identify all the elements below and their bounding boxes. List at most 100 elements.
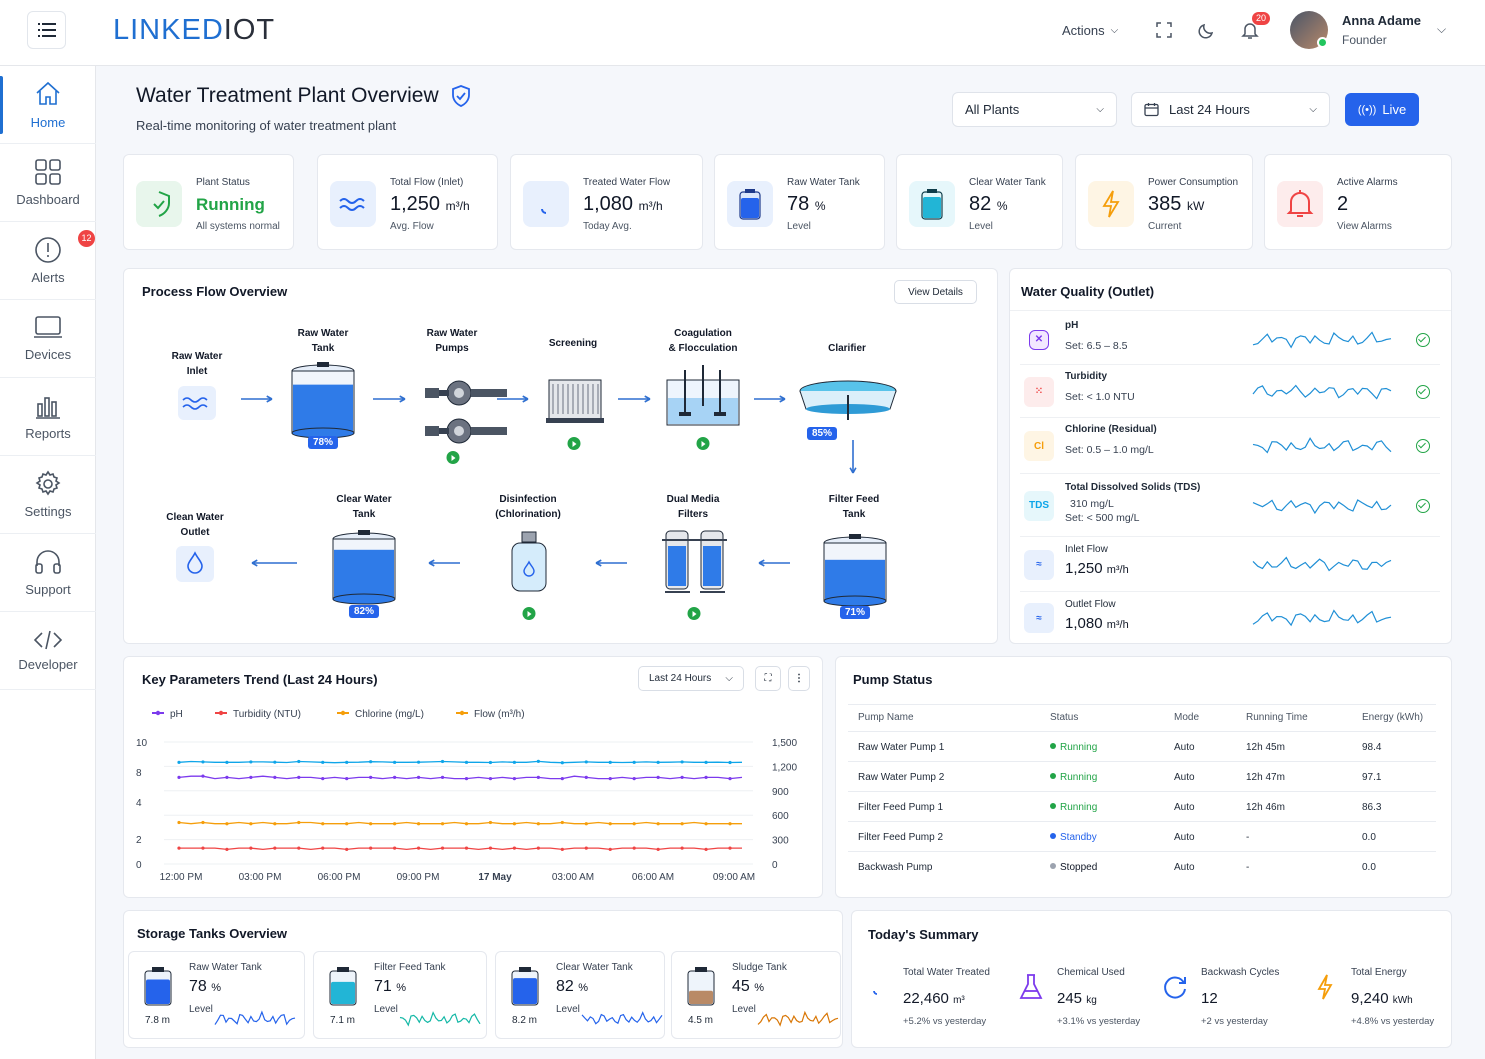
data-point [560, 820, 564, 825]
kpi-card-power-consumption[interactable]: Power Consumption 385 kW Current [1075, 154, 1253, 250]
actions-menu[interactable]: Actions ⌵ [1062, 23, 1118, 38]
kpi-card-active-alarms[interactable]: Active Alarms 2 View Alarms [1264, 154, 1452, 250]
data-point [369, 760, 373, 764]
column-header: Status [1050, 712, 1079, 723]
storage-tank-card[interactable]: 8.2 m Clear Water Tank 82 % Level [495, 951, 665, 1039]
kpi-card-clear-water-tank[interactable]: Clear Water Tank 82 % Level [896, 154, 1063, 250]
sparkline [399, 1011, 481, 1027]
view-details-button[interactable]: View Details [894, 280, 977, 304]
sidebar-item-dashboard[interactable]: Dashboard [0, 144, 96, 222]
water-quality-row[interactable]: ≈ Outlet Flow 1,080 m³/h [1020, 592, 1440, 644]
series-turbidity-ntu [177, 846, 742, 851]
check-circle-icon [1416, 332, 1430, 347]
data-point [728, 822, 732, 826]
data-point [369, 775, 373, 779]
pump-status-card [835, 656, 1452, 898]
data-point [345, 822, 349, 826]
clarifier-unit[interactable] [799, 380, 897, 420]
flow-arrow [428, 559, 460, 567]
storage-tank-card[interactable]: 7.1 m Filter Feed Tank 71 % Level [313, 951, 487, 1039]
data-point [728, 760, 732, 765]
screening-unit[interactable] [546, 379, 604, 423]
data-point [225, 760, 229, 764]
fullscreen-icon[interactable] [1153, 19, 1175, 41]
filter-feed-tank-label: Filter Feed Tank [828, 494, 880, 520]
legend-item[interactable]: pH [152, 709, 183, 720]
kpi-card-plant-status[interactable]: Plant Status Running All systems normal [123, 154, 294, 250]
grid-icon [34, 158, 62, 186]
clear-water-tank[interactable] [332, 530, 396, 605]
table-row[interactable]: Raw Water Pump 1 Running Auto 12h 45m 98.4 [848, 731, 1436, 761]
storage-tank-card[interactable]: 7.8 m Raw Water Tank 78 % Level [128, 951, 305, 1039]
app-logo[interactable]: LINKEDIOT [113, 14, 276, 46]
legend-label: Turbidity (NTU) [233, 709, 301, 720]
sidebar-item-label: Settings [24, 504, 72, 519]
sidebar-item-home[interactable]: Home [0, 66, 96, 144]
water-quality-row[interactable]: ✕ pH Set: 6.5 – 8.5 [1020, 314, 1440, 365]
sidebar-item-support[interactable]: Support [0, 534, 96, 612]
table-row[interactable]: Filter Feed Pump 2 Standby Auto - 0.0 [848, 821, 1436, 851]
actions-label: Actions [1062, 23, 1105, 38]
data-point [656, 760, 660, 764]
sidebar-item-alerts[interactable]: Alerts 12 [0, 222, 96, 300]
flow-arrow [241, 395, 273, 403]
legend-item[interactable]: Turbidity (NTU) [215, 709, 301, 720]
coagulation-tank[interactable] [666, 365, 740, 426]
tank-icon [687, 967, 715, 1006]
kpi-card-raw-water-tank[interactable]: Raw Water Tank 78 % Level [714, 154, 885, 250]
ph-icon: ✕ [1029, 329, 1049, 350]
user-name[interactable]: Anna Adame [1342, 13, 1421, 28]
table-row[interactable]: Backwash Pump Stopped Auto - 0.0 [848, 851, 1436, 881]
running-indicator-icon [687, 607, 701, 620]
time-range-select[interactable]: Last 24 Hours ⌵ [1131, 92, 1330, 127]
x-tick: 06:00 PM [318, 872, 361, 883]
alerts-count-badge: 12 [78, 230, 95, 247]
more-options-button[interactable]: ⋮ [788, 666, 810, 691]
turbidity-icon: ⁙ [1024, 376, 1054, 407]
column-header: Mode [1174, 712, 1200, 723]
data-point [177, 760, 181, 764]
trend-range-select[interactable]: Last 24 Hours ⌵ [638, 666, 744, 691]
water-quality-row[interactable]: Cl Chlorine (Residual) Set: 0.5 – 1.0 mg/L [1020, 418, 1440, 474]
trend-title: Key Parameters Trend (Last 24 Hours) [142, 672, 378, 687]
kpi-card-treated-water-flow[interactable]: Treated Water Flow 1,080 m³/h Today Avg. [510, 154, 703, 250]
disinfection-unit[interactable] [511, 531, 547, 592]
expand-chart-button[interactable]: ⛶ [755, 666, 781, 691]
plant-select[interactable]: All Plants ⌵ [952, 92, 1117, 127]
sidebar-item-devices[interactable]: Devices [0, 300, 96, 378]
data-point [608, 760, 612, 764]
live-button[interactable]: ((•)) Live [1345, 93, 1419, 126]
user-menu-chevron-icon[interactable]: ⌵ [1437, 22, 1447, 36]
sidebar-item-developer[interactable]: Developer [0, 612, 96, 690]
pump-icon[interactable] [425, 418, 507, 444]
data-point [201, 846, 205, 850]
dual-media-filters-unit[interactable] [662, 530, 727, 593]
sidebar-item-reports[interactable]: Reports [0, 378, 96, 456]
filter-feed-tank[interactable] [823, 534, 887, 607]
sidebar-item-label: Dashboard [16, 192, 80, 207]
data-point [177, 846, 181, 850]
water-quality-row[interactable]: ⁙ Turbidity Set: < 1.0 NTU [1020, 365, 1440, 418]
table-row[interactable]: Raw Water Pump 2 Running Auto 12h 47m 97.1 [848, 761, 1436, 791]
menu-button[interactable] [27, 11, 66, 49]
storage-tank-card[interactable]: 4.5 m Sludge Tank 45 % Level [671, 951, 841, 1039]
water-quality-row[interactable]: ≈ Inlet Flow 1,250 m³/h [1020, 537, 1440, 592]
sidebar-item-settings[interactable]: Settings [0, 456, 96, 534]
chevron-down-icon: ⌵ [1309, 104, 1317, 115]
pump-icon[interactable] [425, 380, 507, 406]
tank-icon [727, 181, 773, 227]
series-ph [177, 774, 743, 781]
data-point [464, 777, 469, 781]
legend-label: Chlorine (mg/L) [355, 709, 424, 720]
data-point [321, 760, 325, 764]
pump-mode: Auto [1174, 742, 1195, 753]
table-row[interactable]: Filter Feed Pump 1 Running Auto 12h 46m 86.3 [848, 791, 1436, 821]
raw-water-tank[interactable] [291, 362, 355, 439]
notification-bell-icon[interactable] [1239, 19, 1261, 41]
dark-mode-icon[interactable] [1195, 19, 1217, 41]
data-point [488, 846, 493, 850]
kpi-card-total-flow-inlet[interactable]: Total Flow (Inlet) 1,250 m³/h Avg. Flow [317, 154, 498, 250]
legend-item[interactable]: Flow (m³/h) [456, 709, 525, 720]
legend-item[interactable]: Chlorine (mg/L) [337, 709, 424, 720]
water-quality-row[interactable]: TDS Total Dissolved Solids (TDS) 310 mg/L S… [1020, 474, 1440, 537]
